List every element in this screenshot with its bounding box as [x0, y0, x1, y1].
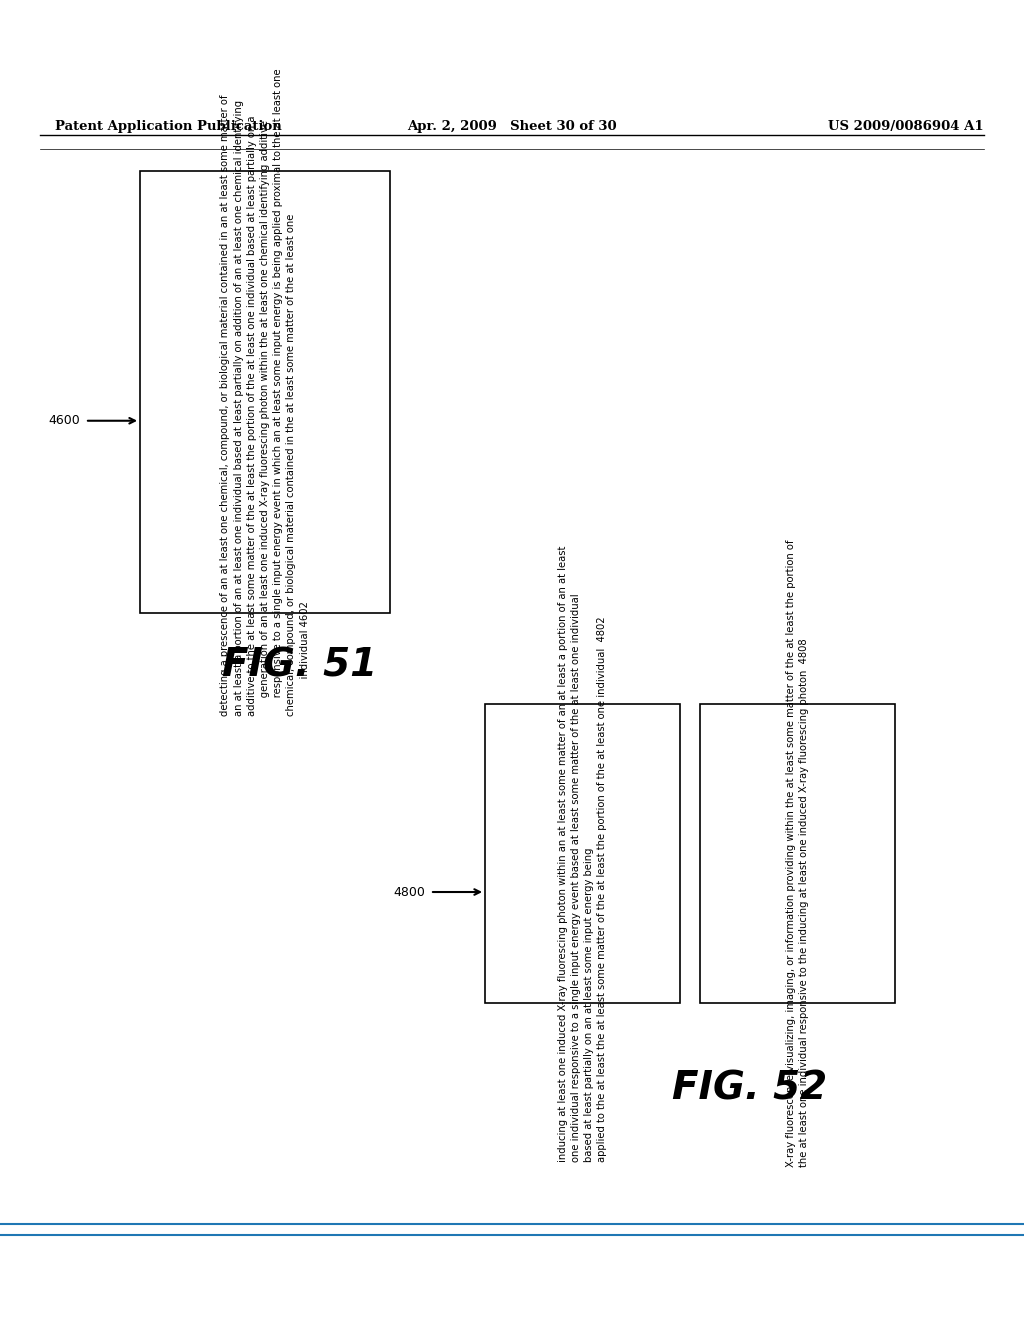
- Text: Apr. 2, 2009 Sheet 30 of 30: Apr. 2, 2009 Sheet 30 of 30: [408, 120, 616, 133]
- Text: 4800: 4800: [393, 886, 425, 899]
- Text: inducing at least one induced X-ray fluorescing photon within an at least some m: inducing at least one induced X-ray fluo…: [558, 545, 607, 1162]
- FancyBboxPatch shape: [700, 705, 895, 1003]
- Text: FIG. 52: FIG. 52: [673, 1071, 827, 1107]
- Text: Patent Application Publication: Patent Application Publication: [55, 120, 282, 133]
- FancyBboxPatch shape: [140, 170, 390, 612]
- FancyBboxPatch shape: [485, 705, 680, 1003]
- Text: US 2009/0086904 A1: US 2009/0086904 A1: [828, 120, 984, 133]
- Text: 4600: 4600: [48, 414, 80, 428]
- Text: FIG. 51: FIG. 51: [222, 647, 378, 685]
- Text: detecting a prescence of an at least one chemical, compound, or biological mater: detecting a prescence of an at least one…: [220, 69, 309, 715]
- Text: X-ray fluorescence visualizing, imaging, or information providing within the at : X-ray fluorescence visualizing, imaging,…: [785, 540, 809, 1167]
